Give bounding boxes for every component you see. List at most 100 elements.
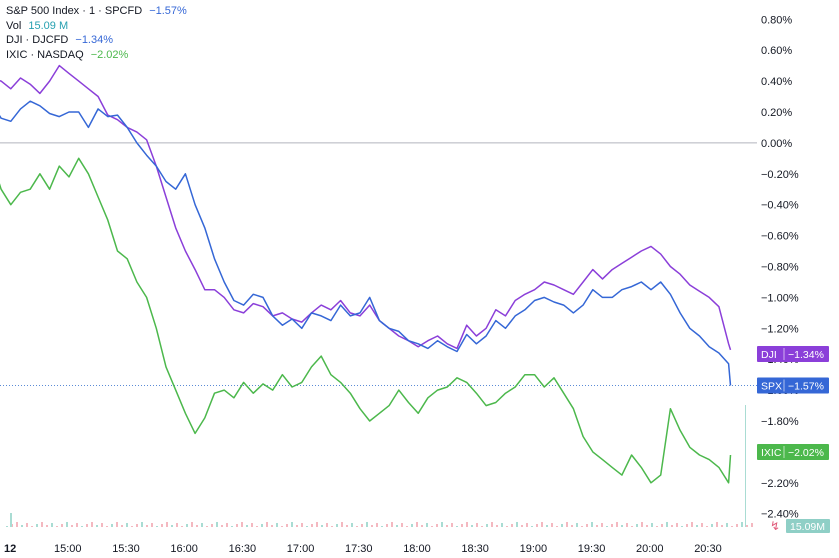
badge-ixic-value: −2.02% [788,447,824,459]
volume-bar [296,525,298,527]
volume-bar [736,524,738,527]
legend-spx-value: −1.57% [149,5,187,17]
volume-bar [576,523,578,527]
volume-bar [451,523,453,527]
legend-vol[interactable]: Vol 15.09 M [6,19,187,34]
x-axis: 12 15:00 15:30 16:00 16:30 17:00 17:30 18:00 18:… [4,543,722,555]
volume-bar [586,524,588,527]
volume-bar [556,526,558,527]
legend-spx[interactable]: S&P 500 Index · 1 · SPCFD −1.57% [6,4,187,19]
volume-bar [561,524,563,527]
y-tick-label: −2.20% [761,478,799,490]
volume-bar [141,522,143,527]
volume-bar [651,523,653,527]
volume-bar [191,522,193,527]
volume-bar [251,523,253,527]
legend-ixic[interactable]: IXIC · NASDAQ −2.02% [6,48,187,63]
badge-ixic: IXIC −2.02% [757,444,829,461]
volume-bar [286,524,288,527]
volume-bar [406,526,408,527]
volume-bar [641,522,643,527]
volume-bar [136,524,138,527]
volume-bar [51,523,53,527]
volume-bar [321,525,323,527]
badge-ixic-symbol: IXIC [761,447,782,459]
volume-toggle-icon[interactable]: ↯ [770,519,780,533]
volume-bar [131,526,133,527]
y-tick-label: −0.60% [761,231,799,243]
series-line-dji [0,64,732,351]
volume-bar [506,526,508,527]
volume-bar [6,526,8,527]
y-tick-label: −1.80% [761,416,799,428]
volume-bar [246,525,248,527]
volume-bar [436,524,438,527]
volume-bar [456,526,458,527]
volume-bar [266,522,268,527]
volume-bar [746,525,748,527]
volume-bar [111,524,113,527]
x-tick-label: 17:30 [345,543,373,555]
badge-dji: DJI −1.34% [757,345,829,362]
y-tick-label: 0.00% [761,138,792,150]
volume-bar [101,523,103,527]
volume-bar [216,522,218,527]
volume-bar [256,526,258,527]
volume-bar [46,525,48,527]
volume-bar [151,523,153,527]
volume-bar [711,524,713,527]
volume-bar [521,525,523,527]
volume-bar [106,526,108,527]
volume-bar [391,522,393,527]
volume-bar [221,525,223,527]
series-lines [0,64,732,484]
volume-bar [446,525,448,527]
volume-bar [631,526,633,527]
volume-bar [271,525,273,527]
volume-bar [121,525,123,527]
volume-bar [126,523,128,527]
volume-bar [381,526,383,527]
volume-bar [486,524,488,527]
volume-bar [721,525,723,527]
volume-bar [16,522,18,527]
badge-volume: 15.09M ↯ [770,519,830,533]
x-tick-label: 18:30 [461,543,489,555]
volume-bar [496,525,498,527]
volume-bar [76,523,78,527]
volume-bar [86,524,88,527]
badge-ixic-bg [757,444,829,461]
volume-bar [156,526,158,527]
x-tick-label: 12 [4,543,16,555]
volume-bar [61,524,63,527]
volume-bar [466,522,468,527]
volume-bar [161,524,163,527]
volume-bar [606,526,608,527]
x-tick-label: 15:00 [54,543,82,555]
volume-bar [536,524,538,527]
volume-bar [626,523,628,527]
volume-bar [416,522,418,527]
legend-dji[interactable]: DJI · DJCFD −1.34% [6,33,187,48]
volume-bar [226,523,228,527]
volume-bar [541,522,543,527]
volume-bar [601,523,603,527]
badge-dji-symbol: DJI [761,349,777,361]
volume-bar [311,524,313,527]
legend-vol-value: 15.09 M [28,19,69,32]
volume-bar [386,524,388,527]
y-tick-label: 0.40% [761,76,792,88]
volume-bar [461,524,463,527]
legend-spx-name: S&P 500 Index · 1 · SPCFD [6,5,143,17]
volume-bar [636,524,638,527]
volume-bar [241,522,243,527]
volume-bar [341,522,343,527]
volume-bar [716,522,718,527]
x-tick-label: 20:00 [636,543,664,555]
volume-bar [476,523,478,527]
badge-volume-bg [786,519,830,533]
volume-bar [531,526,533,527]
y-tick-label: 0.80% [761,14,792,26]
volume-bar [566,522,568,527]
